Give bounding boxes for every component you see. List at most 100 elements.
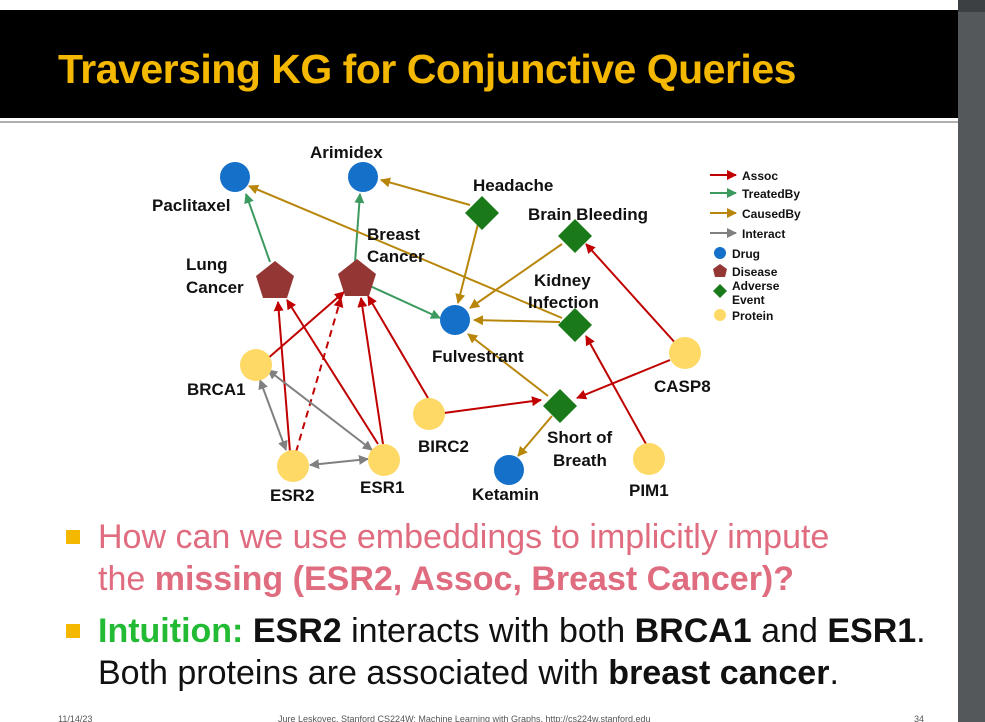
legend-protein-label: Protein bbox=[732, 309, 773, 323]
legend-adverse-event-label-line2: Event bbox=[732, 293, 765, 307]
legend-protein-icon bbox=[714, 309, 726, 321]
node-esr2 bbox=[277, 450, 309, 482]
edge-causedby-headache-arimidex bbox=[380, 177, 471, 206]
knowledge-graph-diagram: Paclitaxel Arimidex Headache Brain Bleed… bbox=[152, 143, 801, 505]
bullet-intuition-period-1: . bbox=[916, 612, 926, 650]
label-esr2: ESR2 bbox=[270, 486, 314, 505]
node-short-of-breath bbox=[543, 389, 577, 423]
edge-causedby-shortofbreath-fulvestrant bbox=[467, 333, 549, 397]
footer-credit: Jure Leskovec, Stanford CS224W: Machine … bbox=[278, 714, 651, 722]
node-lung-cancer bbox=[256, 261, 294, 298]
label-lung-cancer-line2: Cancer bbox=[186, 278, 244, 297]
viewer-top-edge bbox=[958, 0, 985, 12]
node-fulvestrant bbox=[440, 305, 470, 335]
label-arimidex: Arimidex bbox=[310, 143, 383, 162]
footer-page-number: 34 bbox=[914, 714, 925, 722]
edge-assoc-brca1-lungcancer bbox=[265, 291, 345, 361]
label-brca1: BRCA1 bbox=[187, 380, 246, 399]
bullet-intuition-breast-cancer: breast cancer bbox=[608, 654, 830, 692]
edge-causedby-shortofbreath-ketamin bbox=[517, 415, 553, 457]
edge-causedby-headache-fulvestrant bbox=[455, 223, 479, 304]
title-bar: Traversing KG for Conjunctive Queries bbox=[0, 10, 958, 118]
edge-assoc-casp8-brainbleeding bbox=[585, 243, 679, 347]
label-ketamin: Ketamin bbox=[472, 485, 539, 504]
bullet-question-missing-triple: missing (ESR2, Assoc, Breast Cancer)? bbox=[154, 560, 795, 598]
edge-assoc-pim1-kidney bbox=[585, 335, 647, 445]
label-casp8: CASP8 bbox=[654, 377, 711, 396]
bullet-intuition-esr2: ESR2 bbox=[252, 612, 342, 650]
bullet-intuition: Intuition: ESR2 interacts with both BRCA… bbox=[98, 610, 926, 694]
edge-treatedby-breastcancer-fulvestrant bbox=[369, 285, 441, 319]
viewer-side-panel bbox=[958, 0, 985, 722]
node-breast-cancer bbox=[338, 259, 376, 296]
legend-assoc-label: Assoc bbox=[742, 169, 778, 183]
bullet-intuition-esr1: ESR1 bbox=[827, 612, 917, 650]
edge-treatedby-breastcancer-arimidex bbox=[354, 193, 365, 263]
edge-interact-esr2-brca1 bbox=[258, 379, 288, 451]
space bbox=[243, 612, 252, 650]
edge-interact-esr2-esr1 bbox=[309, 454, 369, 470]
bullet-intuition-brca1: BRCA1 bbox=[634, 612, 752, 650]
legend-treatedby-label: TreatedBy bbox=[742, 187, 800, 201]
slide-title: Traversing KG for Conjunctive Queries bbox=[58, 46, 796, 92]
legend-disease-label: Disease bbox=[732, 265, 778, 279]
node-brca1 bbox=[240, 349, 272, 381]
label-esr1: ESR1 bbox=[360, 478, 404, 497]
node-brain-bleeding bbox=[558, 219, 592, 253]
bullet-question: How can we use embeddings to implicitly … bbox=[98, 516, 829, 600]
edge-assoc-casp8-shortofbreath bbox=[576, 359, 671, 400]
legend-causedby-label: CausedBy bbox=[742, 207, 801, 221]
bullet-intuition-period-2: . bbox=[829, 654, 839, 692]
legend: Assoc TreatedBy CausedBy Interact Drug D… bbox=[710, 169, 801, 323]
slide: Traversing KG for Conjunctive Queries bbox=[0, 0, 958, 722]
node-birc2 bbox=[413, 398, 445, 430]
bullet-marker-1 bbox=[66, 530, 80, 544]
edge-assoc-esr2-lungcancer bbox=[273, 301, 291, 453]
label-paclitaxel: Paclitaxel bbox=[152, 196, 230, 215]
bullet-intuition-line1: Intuition: ESR2 interacts with both BRCA… bbox=[98, 610, 926, 652]
legend-drug-icon bbox=[714, 247, 726, 259]
bullet-question-line2: the missing (ESR2, Assoc, Breast Cancer)… bbox=[98, 558, 829, 600]
legend-adverse-event-label-line1: Adverse bbox=[732, 279, 780, 293]
bullet-marker-2 bbox=[66, 624, 80, 638]
node-paclitaxel bbox=[220, 162, 250, 192]
bullet-question-line1: How can we use embeddings to implicitly … bbox=[98, 516, 829, 558]
label-breast-cancer-line2: Cancer bbox=[367, 247, 425, 266]
bullet-intuition-label: Intuition: bbox=[98, 612, 244, 650]
bullet-question-line1-text: How can we use embeddings to implicitly … bbox=[98, 518, 830, 556]
label-kidney-infection-line2: Infection bbox=[528, 293, 599, 312]
label-fulvestrant: Fulvestrant bbox=[432, 347, 524, 366]
node-ketamin bbox=[494, 455, 524, 485]
bullet-intuition-text-c: Both proteins are associated with bbox=[98, 654, 609, 692]
label-lung-cancer-line1: Lung bbox=[186, 255, 228, 274]
edge-assoc-birc2-shortofbreath bbox=[443, 396, 542, 414]
edge-causedby-kidney-paclitaxel bbox=[248, 184, 563, 319]
node-esr1 bbox=[368, 444, 400, 476]
label-short-of-breath-line2: Breath bbox=[553, 451, 607, 470]
legend-adverse-event-icon bbox=[713, 284, 727, 298]
edge-assoc-birc2-breastcancer bbox=[367, 295, 429, 399]
label-kidney-infection-line1: Kidney bbox=[534, 271, 591, 290]
node-casp8 bbox=[669, 337, 701, 369]
label-brain-bleeding: Brain Bleeding bbox=[528, 205, 648, 224]
label-breast-cancer-line1: Breast bbox=[367, 225, 420, 244]
label-short-of-breath-line1: Short of bbox=[547, 428, 612, 447]
node-arimidex bbox=[348, 162, 378, 192]
footer-date: 11/14/23 bbox=[58, 714, 93, 722]
label-pim1: PIM1 bbox=[629, 481, 669, 500]
label-headache: Headache bbox=[473, 176, 553, 195]
legend-drug-label: Drug bbox=[732, 247, 760, 261]
bullet-intuition-text-a: interacts with both bbox=[341, 612, 635, 650]
bullet-intuition-line2: Both proteins are associated with breast… bbox=[98, 652, 926, 694]
node-kidney-infection bbox=[558, 308, 592, 342]
edge-causedby-brainbleeding-fulvestrant bbox=[469, 243, 563, 309]
edge-interact-brca1-esr1 bbox=[267, 369, 373, 451]
node-headache bbox=[465, 196, 499, 230]
edge-causedby-kidney-fulvestrant bbox=[473, 315, 561, 326]
edge-treatedby-lungcancer-paclitaxel bbox=[244, 193, 271, 263]
label-birc2: BIRC2 bbox=[418, 437, 469, 456]
title-divider bbox=[0, 121, 958, 123]
bullet-question-line2-lead: the bbox=[98, 560, 155, 598]
bullet-intuition-text-b: and bbox=[751, 612, 828, 650]
legend-disease-icon bbox=[713, 264, 727, 277]
